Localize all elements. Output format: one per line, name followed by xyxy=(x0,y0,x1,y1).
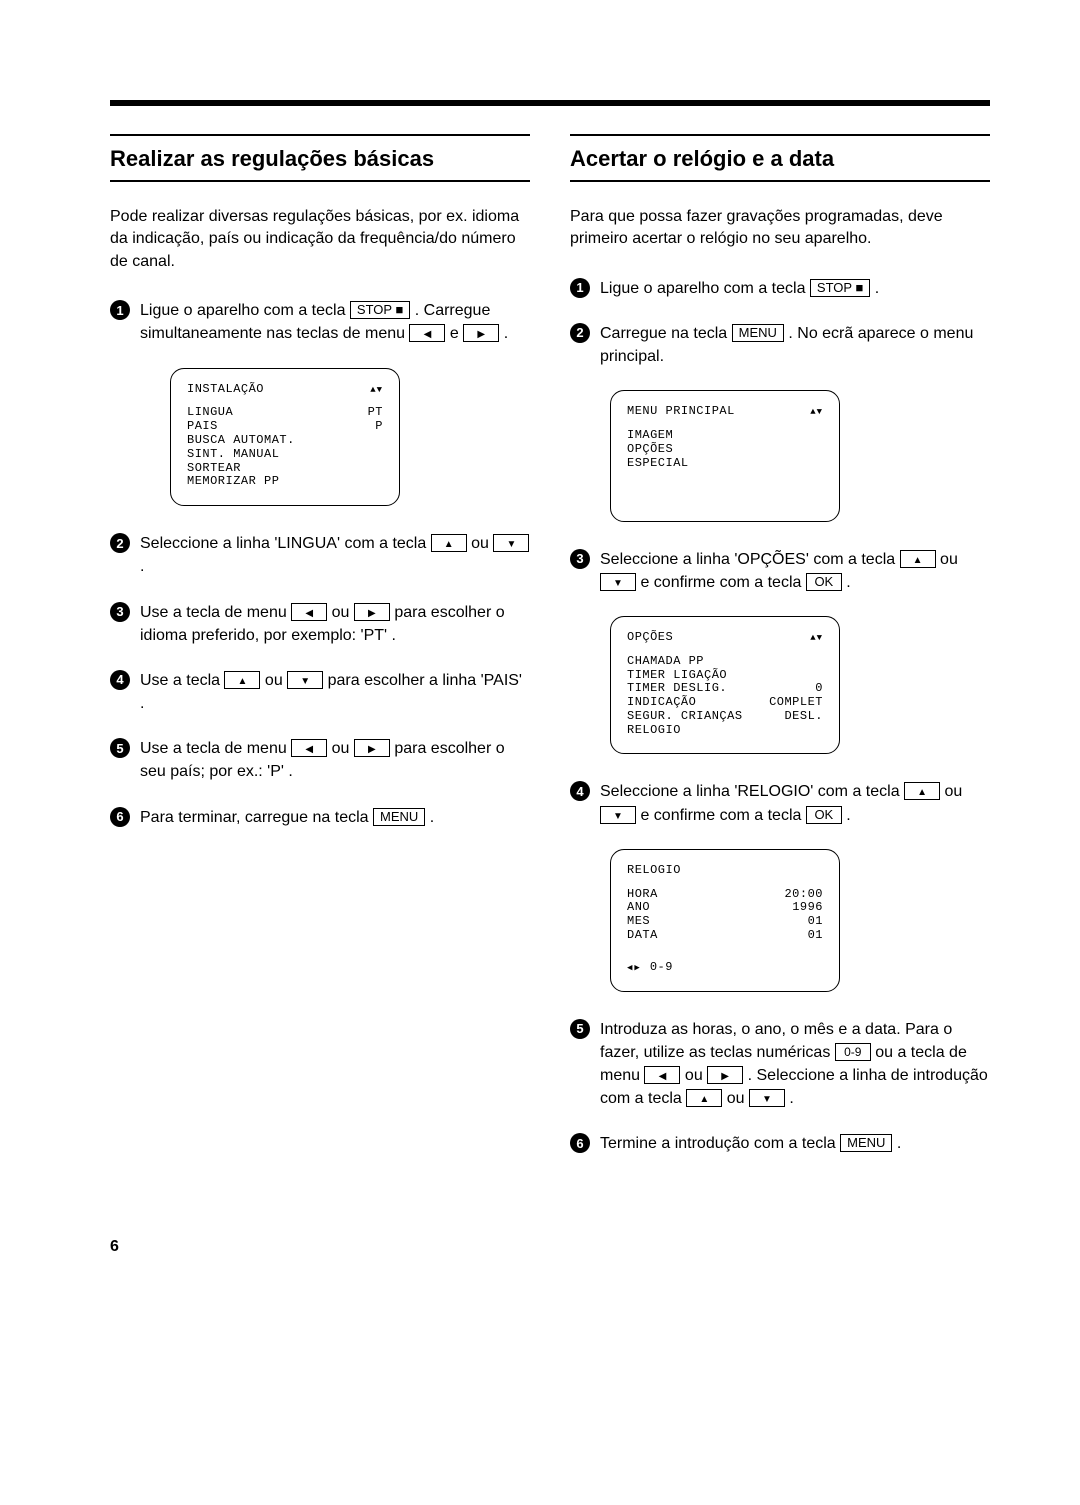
osd-title: INSTALAÇÃO xyxy=(187,383,264,397)
step-text: Use a tecla de menu ou para escolher o s… xyxy=(140,737,530,783)
updown-icon xyxy=(810,631,823,645)
updown-icon xyxy=(370,383,383,397)
down-key-icon xyxy=(287,671,323,689)
step-text: Para terminar, carregue na tecla . xyxy=(140,806,530,829)
left-step-1: 1 Ligue o aparelho com a tecla . Carregu… xyxy=(110,299,530,345)
right-key-icon xyxy=(354,739,390,757)
right-step-3: 3 Seleccione a linha 'OPÇÕES' com a tecl… xyxy=(570,548,990,594)
step-badge: 2 xyxy=(110,533,130,553)
osd-menu-principal: MENU PRINCIPAL IMAGEM OPÇÕES ESPECIAL xyxy=(610,390,840,521)
up-key-icon xyxy=(224,671,260,689)
menu-key-icon xyxy=(373,808,425,826)
top-divider xyxy=(110,100,990,106)
step-text: Ligue o aparelho com a tecla . Carregue … xyxy=(140,299,530,345)
osd-title: RELOGIO xyxy=(627,864,681,878)
osd-instalacao-wrap: INSTALAÇÃO LINGUAPT PAISP BUSCA AUTOMAT.… xyxy=(170,368,530,507)
right-step-1: 1 Ligue o aparelho com a tecla . xyxy=(570,277,990,300)
osd-instalacao: INSTALAÇÃO LINGUAPT PAISP BUSCA AUTOMAT.… xyxy=(170,368,400,507)
step-badge: 2 xyxy=(570,323,590,343)
left-intro: Pode realizar diversas regulações básica… xyxy=(110,206,530,273)
up-key-icon xyxy=(686,1089,722,1107)
down-key-icon xyxy=(600,573,636,591)
down-key-icon xyxy=(493,534,529,552)
right-step-5: 5 Introduza as horas, o ano, o mês e a d… xyxy=(570,1018,990,1111)
right-intro: Para que possa fazer gravações programad… xyxy=(570,206,990,251)
left-key-icon xyxy=(291,603,327,621)
left-step-5: 5 Use a tecla de menu ou para escolher o… xyxy=(110,737,530,783)
ok-key-icon xyxy=(806,806,842,824)
osd-title: MENU PRINCIPAL xyxy=(627,405,735,419)
right-key-icon xyxy=(707,1066,743,1084)
page-number: 6 xyxy=(110,1238,990,1256)
menu-key-icon xyxy=(840,1134,892,1152)
left-step-6: 6 Para terminar, carregue na tecla . xyxy=(110,806,530,829)
down-key-icon xyxy=(749,1089,785,1107)
osd-opcoes-wrap: OPÇÕES CHAMADA PP TIMER LIGAÇÃO TIMER DE… xyxy=(610,616,990,755)
leftright-icon xyxy=(627,961,642,975)
osd-menu-principal-wrap: MENU PRINCIPAL IMAGEM OPÇÕES ESPECIAL xyxy=(610,390,990,521)
up-key-icon xyxy=(900,550,936,568)
content-columns: Realizar as regulações básicas Pode real… xyxy=(110,134,990,1178)
numeric-key-icon xyxy=(835,1043,871,1061)
step-text: Termine a introdução com a tecla . xyxy=(600,1132,990,1155)
right-key-icon xyxy=(354,603,390,621)
ok-key-icon xyxy=(806,573,842,591)
step-text: Use a tecla de menu ou para escolher o i… xyxy=(140,601,530,647)
right-step-6: 6 Termine a introdução com a tecla . xyxy=(570,1132,990,1155)
left-step-2: 2 Seleccione a linha 'LINGUA' com a tecl… xyxy=(110,532,530,578)
left-key-icon xyxy=(644,1066,680,1084)
up-key-icon xyxy=(904,782,940,800)
step-text: Introduza as horas, o ano, o mês e a dat… xyxy=(600,1018,990,1111)
up-key-icon xyxy=(431,534,467,552)
step-text: Ligue o aparelho com a tecla . xyxy=(600,277,990,300)
step-text: Seleccione a linha 'RELOGIO' com a tecla… xyxy=(600,780,990,826)
right-step-2: 2 Carregue na tecla . No ecrã aparece o … xyxy=(570,322,990,368)
step-badge: 4 xyxy=(570,781,590,801)
step-badge: 5 xyxy=(110,738,130,758)
step-text: Seleccione a linha 'LINGUA' com a tecla … xyxy=(140,532,530,578)
step-badge: 3 xyxy=(570,549,590,569)
osd-relogio-wrap: RELOGIO HORA20:00 ANO1996 MES01 DATA01 0… xyxy=(610,849,990,992)
osd-opcoes: OPÇÕES CHAMADA PP TIMER LIGAÇÃO TIMER DE… xyxy=(610,616,840,755)
right-column: Acertar o relógio e a data Para que poss… xyxy=(570,134,990,1178)
stop-key-icon xyxy=(810,279,870,297)
osd-title: OPÇÕES xyxy=(627,631,673,645)
right-key-icon xyxy=(463,324,499,342)
left-key-icon xyxy=(409,324,445,342)
left-key-icon xyxy=(291,739,327,757)
left-step-4: 4 Use a tecla ou para escolher a linha '… xyxy=(110,669,530,715)
right-title: Acertar o relógio e a data xyxy=(570,134,990,182)
osd-relogio: RELOGIO HORA20:00 ANO1996 MES01 DATA01 0… xyxy=(610,849,840,992)
step-badge: 5 xyxy=(570,1019,590,1039)
left-step-3: 3 Use a tecla de menu ou para escolher o… xyxy=(110,601,530,647)
left-column: Realizar as regulações básicas Pode real… xyxy=(110,134,530,1178)
step-badge: 6 xyxy=(570,1133,590,1153)
step-text: Carregue na tecla . No ecrã aparece o me… xyxy=(600,322,990,368)
down-key-icon xyxy=(600,806,636,824)
menu-key-icon xyxy=(732,324,784,342)
stop-key-icon xyxy=(350,301,410,319)
right-step-4: 4 Seleccione a linha 'RELOGIO' com a tec… xyxy=(570,780,990,826)
step-text: Seleccione a linha 'OPÇÕES' com a tecla … xyxy=(600,548,990,594)
step-badge: 1 xyxy=(110,300,130,320)
step-badge: 6 xyxy=(110,807,130,827)
step-badge: 3 xyxy=(110,602,130,622)
left-title: Realizar as regulações básicas xyxy=(110,134,530,182)
step-badge: 1 xyxy=(570,278,590,298)
updown-icon xyxy=(810,405,823,419)
step-badge: 4 xyxy=(110,670,130,690)
step-text: Use a tecla ou para escolher a linha 'PA… xyxy=(140,669,530,715)
